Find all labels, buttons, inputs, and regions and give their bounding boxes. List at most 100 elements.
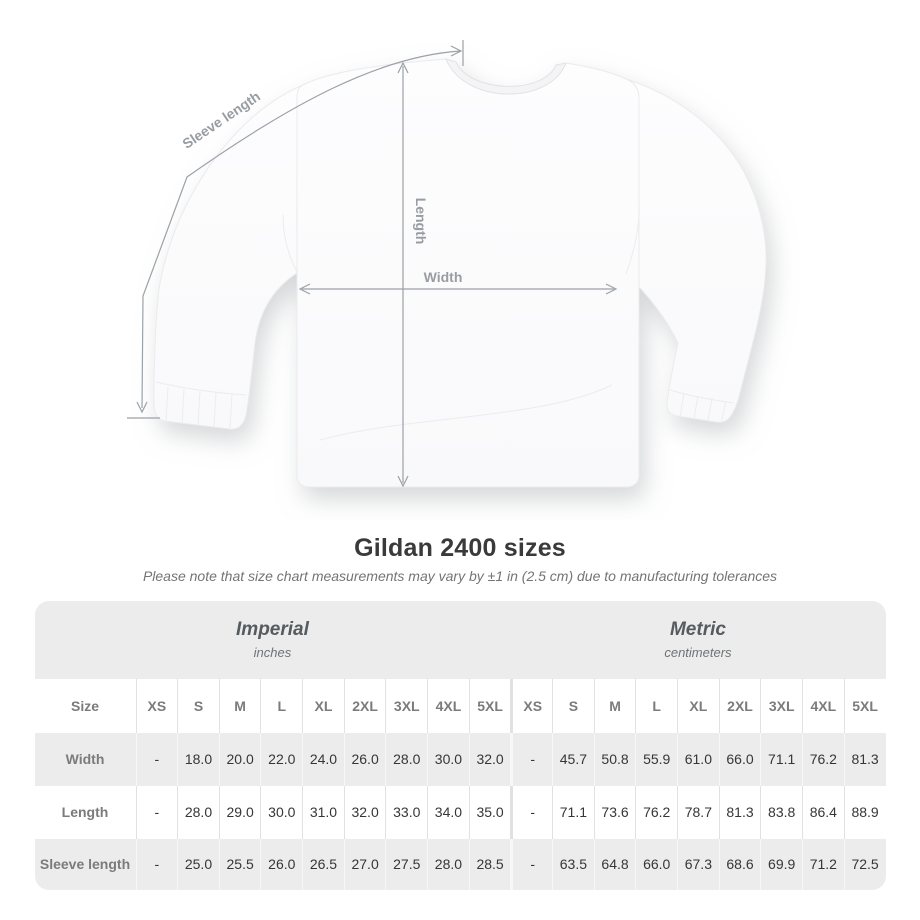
value-cell: 71.2 — [802, 838, 844, 890]
value-cell: 32.0 — [468, 732, 511, 786]
shirt-illustration: Sleeve length Length Width — [127, 40, 767, 488]
length-arrow — [397, 61, 409, 488]
shirt-body — [296, 58, 640, 488]
measurement-row: Length -28.0 29.0 30.0 31.0 32.0 33.0 34.0 35.0-… — [34, 785, 886, 839]
width-label: Width — [424, 269, 463, 285]
value-cell: 64.8 — [593, 838, 636, 890]
value-cell: 25.5 — [218, 838, 261, 890]
value-cell: 25.0 — [177, 838, 219, 890]
size-header-cell: 2XL — [343, 678, 386, 733]
row-label: Sleeve length — [34, 838, 136, 890]
value-cell: 69.9 — [760, 838, 802, 890]
value-cell: 81.3 — [718, 785, 761, 839]
value-cell: - — [510, 732, 553, 786]
size-header-cell: XS — [135, 678, 178, 733]
page-title: Gildan 2400 sizes — [354, 534, 566, 562]
value-cell: 61.0 — [677, 732, 719, 786]
size-header-cell: L — [260, 678, 303, 733]
measurement-row: Width -18.0 20.0 22.0 24.0 26.0 28.0 30.0 32.0-4… — [34, 732, 886, 786]
value-cell: 24.0 — [302, 732, 344, 786]
size-header-cell: XL — [677, 678, 719, 733]
unit-group-row: Imperial inches Metric centimeters — [34, 600, 886, 679]
value-cell: 86.4 — [802, 785, 844, 839]
size-header-cell: 4XL — [802, 678, 844, 733]
value-cell: 73.6 — [593, 785, 636, 839]
value-cell: - — [510, 838, 553, 890]
value-cell: 29.0 — [218, 785, 261, 839]
group-sublabel: centimeters — [664, 645, 732, 660]
value-cell: 26.0 — [343, 732, 386, 786]
measurement-row: Sleeve length -25.0 25.5 26.0 26.5 27.0 27.5 28… — [34, 838, 886, 890]
value-cell: 27.5 — [385, 838, 428, 890]
value-cell: 28.5 — [468, 838, 511, 890]
size-table: Imperial inches Metric centimeters Size XS S M L… — [34, 600, 886, 890]
size-header-cell: 2XL — [718, 678, 761, 733]
shirt-measurement-diagram: Sleeve length Length Width — [127, 40, 767, 488]
value-cell: 72.5 — [843, 838, 886, 890]
tolerance-note: Please note that size chart measurements… — [142, 567, 778, 584]
value-cell: 68.6 — [718, 838, 761, 890]
value-cell: 20.0 — [218, 732, 261, 786]
sleeve-length-arrow — [127, 40, 464, 419]
value-cell: - — [135, 732, 178, 786]
value-cell: 34.0 — [427, 785, 469, 839]
value-cell: 88.9 — [843, 785, 886, 839]
value-cell: 78.7 — [677, 785, 719, 839]
size-header-cell: 3XL — [760, 678, 802, 733]
value-cell: 31.0 — [302, 785, 344, 839]
shirt-seam-lines — [155, 214, 735, 441]
value-cell: 35.0 — [468, 785, 511, 839]
value-cell: 26.0 — [260, 838, 303, 890]
value-cell: 22.0 — [260, 732, 303, 786]
value-cell: 55.9 — [635, 732, 678, 786]
value-cell: 30.0 — [260, 785, 303, 839]
group-sublabel: inches — [253, 645, 292, 660]
value-cell: 28.0 — [177, 785, 219, 839]
row-label: Width — [34, 732, 136, 786]
metric-group-header: Metric centimeters — [510, 600, 886, 679]
value-cell: 66.0 — [635, 838, 678, 890]
value-cell: 30.0 — [427, 732, 469, 786]
value-cell: 50.8 — [593, 732, 636, 786]
value-cell: 71.1 — [552, 785, 594, 839]
value-cell: 45.7 — [552, 732, 594, 786]
value-cell: - — [135, 785, 178, 839]
size-header-cell: M — [218, 678, 261, 733]
value-cell: 67.3 — [677, 838, 719, 890]
value-cell: 27.0 — [343, 838, 386, 890]
size-header-cell: 3XL — [385, 678, 428, 733]
value-cell: 63.5 — [552, 838, 594, 890]
row-label: Length — [34, 785, 136, 839]
imperial-group-header: Imperial inches — [34, 600, 511, 679]
value-cell: 83.8 — [760, 785, 802, 839]
value-cell: 33.0 — [385, 785, 428, 839]
size-header-row: Size XS S M L XL 2XL 3XL 4XL 5XL XS S M L XL 2XL 3XL 4XL 5… — [34, 678, 886, 733]
value-cell: 81.3 — [843, 732, 886, 786]
value-cell: - — [135, 838, 178, 890]
group-label: Imperial — [236, 619, 309, 640]
group-label: Metric — [669, 619, 726, 640]
value-cell: 76.2 — [802, 732, 844, 786]
value-cell: 66.0 — [718, 732, 761, 786]
width-arrow — [298, 283, 618, 295]
value-cell: 71.1 — [760, 732, 802, 786]
shirt-collar — [445, 58, 567, 95]
shirt-left-sleeve — [153, 84, 304, 430]
size-header-cell: L — [635, 678, 678, 733]
value-cell: 28.0 — [427, 838, 469, 890]
size-header-cell: 5XL — [843, 678, 886, 733]
value-cell: 76.2 — [635, 785, 678, 839]
size-column-header: Size — [34, 678, 136, 733]
shirt-right-sleeve — [622, 78, 767, 423]
value-cell: 26.5 — [302, 838, 344, 890]
value-cell: - — [510, 785, 553, 839]
size-header-cell: 4XL — [427, 678, 469, 733]
length-label: Length — [413, 198, 429, 245]
size-header-cell: S — [552, 678, 594, 733]
size-header-cell: 5XL — [468, 678, 511, 733]
value-cell: 28.0 — [385, 732, 428, 786]
size-header-cell: M — [593, 678, 636, 733]
value-cell: 18.0 — [177, 732, 219, 786]
value-cell: 32.0 — [343, 785, 386, 839]
